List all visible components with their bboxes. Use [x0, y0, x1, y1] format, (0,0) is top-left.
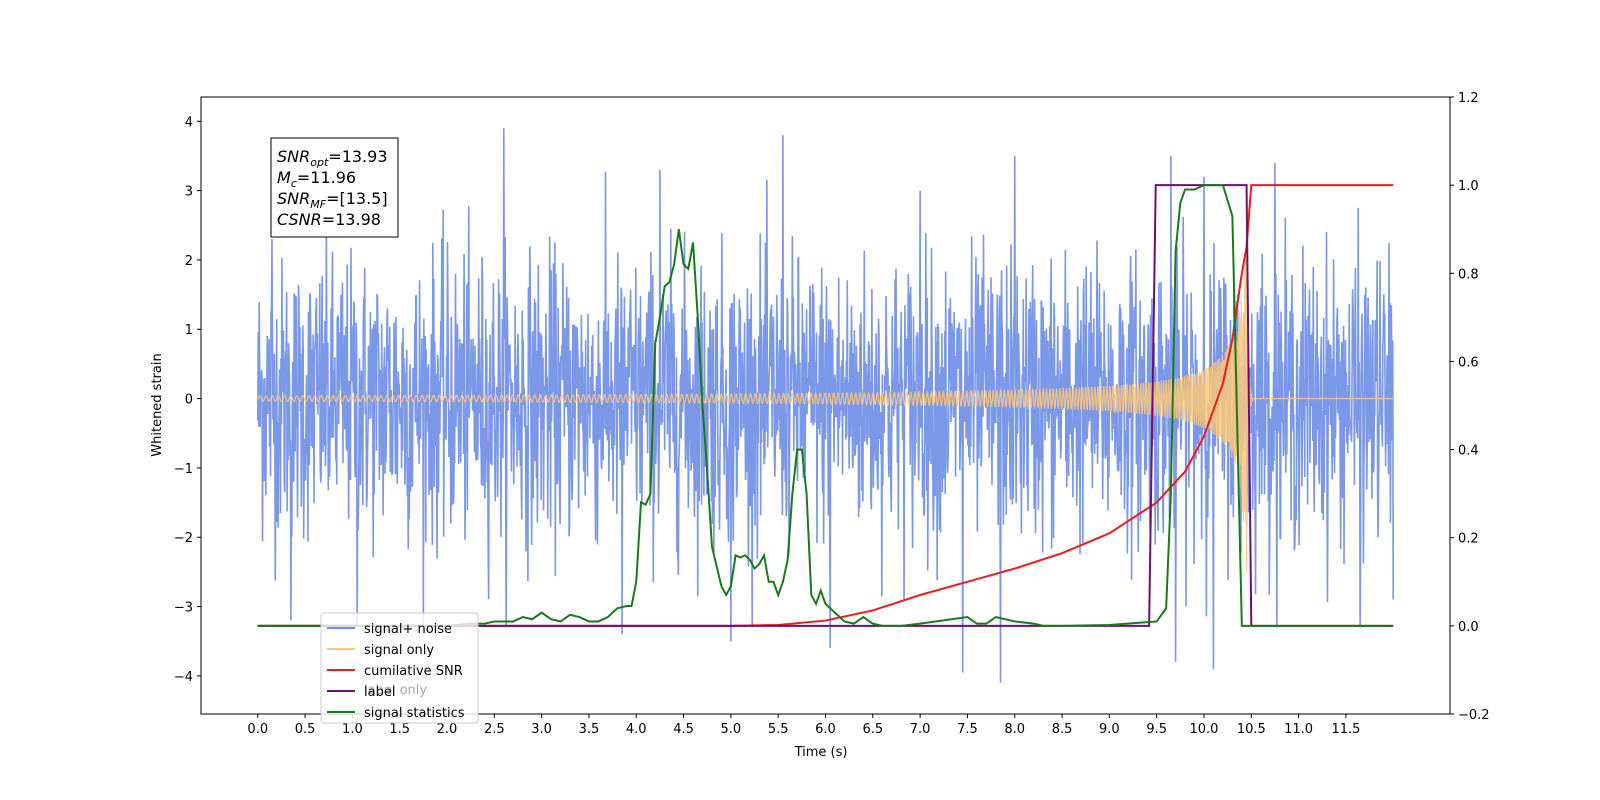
annotation-csnr: CSNR=13.98: [277, 210, 381, 229]
x-tick-label: 10.0: [1190, 722, 1219, 737]
y-axis-right: −0.2 0.0 0.2 0.4 0.6 0.8 1.0 1.2: [1450, 91, 1490, 723]
annotation-box: SNRopt=13.93 Mc=11.96 SNRMF=[13.5] CSNR=…: [270, 137, 399, 238]
x-tick-label: 3.5: [579, 722, 600, 737]
x-tick-label: 10.5: [1237, 722, 1266, 737]
y-tick-label: 0: [185, 393, 193, 408]
y2-tick-label: 0.0: [1458, 620, 1479, 635]
x-tick-label: 11.5: [1331, 722, 1360, 737]
y-tick-label: 3: [185, 185, 193, 200]
legend-label: cumilative SNR: [364, 664, 463, 679]
annotation-snr-opt: SNRopt=13.93: [277, 147, 388, 169]
annotation-snr-mf: SNRMF=[13.5]: [277, 189, 388, 211]
x-tick-label: 6.0: [815, 722, 836, 737]
y2-tick-label: 1.0: [1458, 179, 1479, 194]
legend-label: signal+ noise: [364, 622, 452, 637]
x-tick-label: 4.5: [673, 722, 694, 737]
legend-hidden-entry: label only: [364, 683, 427, 698]
x-tick-label: 6.5: [862, 722, 883, 737]
annotation-frame: [270, 137, 399, 238]
x-tick-label: 9.0: [1099, 722, 1120, 737]
x-axis-title: Time (s): [794, 745, 848, 760]
series-signal-statistics-line: [257, 184, 1394, 627]
x-tick-label: 7.0: [910, 722, 931, 737]
x-tick-label: 4.0: [626, 722, 647, 737]
x-tick-label: 0.0: [247, 722, 268, 737]
series-signal-noise-line: [256, 128, 1395, 683]
x-tick-label: 1.5: [389, 722, 410, 737]
y-tick-label: −3: [174, 601, 193, 616]
legend-label: signal statistics: [364, 706, 465, 721]
y-tick-label: −2: [174, 531, 193, 546]
x-tick-label: 7.5: [957, 722, 978, 737]
legend-frame: [320, 612, 479, 724]
x-tick-label: 2.0: [437, 722, 458, 737]
annotation-chirp-mass: Mc=11.96: [277, 168, 356, 190]
y-tick-label: −1: [174, 462, 193, 477]
x-axis: 0.0 0.5 1.0 1.5 2.0 2.5 3.0 3.5 4.0 4.5 5.0 5.5 6.0 6…: [247, 714, 1360, 737]
series-cumilative-snr-line: [257, 184, 1394, 627]
y2-tick-label: 0.6: [1458, 355, 1479, 370]
series-layer: [256, 128, 1395, 683]
y-axis-left: −4 −3 −2 −1 0 1 2 3 4: [174, 115, 201, 685]
x-tick-label: 0.5: [295, 722, 316, 737]
x-tick-label: 8.0: [1004, 722, 1025, 737]
y-tick-label: 1: [185, 323, 193, 338]
x-tick-label: 3.0: [531, 722, 552, 737]
y-axis-title: Whitened strain: [150, 353, 165, 456]
x-tick-label: 5.0: [721, 722, 742, 737]
x-tick-label: 5.5: [768, 722, 789, 737]
x-tick-label: 1.0: [342, 722, 363, 737]
y2-tick-label: 0.4: [1458, 444, 1479, 459]
legend-label: label: [364, 685, 395, 700]
y2-tick-label: 1.2: [1458, 91, 1479, 106]
series-signal-only-line: [257, 240, 1394, 573]
y-tick-label: 2: [185, 254, 193, 269]
y2-tick-label: 0.8: [1458, 267, 1479, 282]
y-tick-label: −4: [174, 670, 193, 685]
y2-tick-label: −0.2: [1458, 708, 1490, 723]
x-tick-label: 2.5: [484, 722, 505, 737]
x-tick-label: 8.5: [1052, 722, 1073, 737]
y-tick-label: 4: [185, 115, 193, 130]
y2-tick-label: 0.2: [1458, 532, 1479, 547]
x-tick-label: 9.5: [1146, 722, 1167, 737]
x-tick-label: 11.0: [1284, 722, 1313, 737]
legend: label only signal+ noise signal only cumil…: [320, 612, 479, 724]
legend-label: signal only: [364, 643, 434, 658]
